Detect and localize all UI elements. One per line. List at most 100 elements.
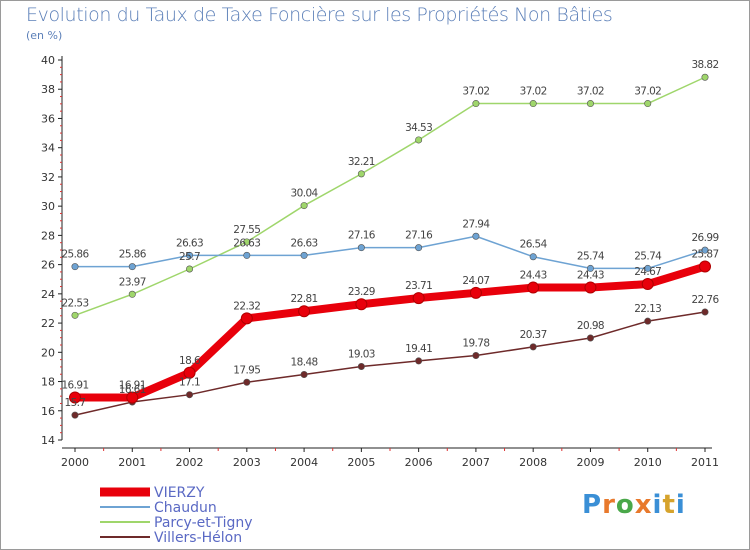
data-label: 25.74 [577,250,605,262]
logo-letter: x [634,490,653,520]
data-point [357,362,365,370]
data-label: 20.37 [520,329,547,341]
data-point [415,244,423,252]
data-label: 23.71 [405,280,432,292]
data-point [300,202,308,210]
y-tick-label: 14 [41,434,55,447]
data-point [71,263,79,271]
logo-letter: o [615,490,635,520]
y-tick-label: 26 [41,259,55,272]
y-tick-label: 18 [41,376,55,389]
y-tick-label: 22 [41,317,55,330]
y-tick-label: 34 [41,142,55,155]
data-point [355,298,368,311]
data-label: 20.98 [577,320,604,332]
data-label: 38.82 [691,59,718,71]
logo-letter: P [582,490,603,520]
series-line-chaudun [74,235,706,270]
logo-letter: r [602,490,616,520]
y-tick-label: 30 [41,200,55,213]
data-point [243,238,251,246]
chart-title: Evolution du Taux de Taxe Foncière sur l… [26,4,613,26]
x-tick-label: 2001 [118,456,146,469]
data-point [183,366,196,379]
data-point [243,378,251,386]
data-label: 25.86 [119,249,147,261]
proxiti-logo: Proxiti [582,490,686,520]
data-point [412,292,425,305]
x-tick-label: 2007 [462,456,490,469]
data-label: 26.99 [691,232,718,244]
x-tick-label: 2000 [61,456,89,469]
data-label: 19.41 [405,343,432,355]
data-label: 17.1 [179,377,200,389]
logo-letter: i [652,490,663,520]
x-tick-label: 2010 [634,456,662,469]
data-point [186,265,194,273]
x-tick-label: 2009 [576,456,604,469]
data-point [186,391,194,399]
data-point [586,264,594,272]
x-tick-label: 2006 [405,456,433,469]
data-point [243,251,251,259]
data-point [71,411,79,419]
data-point [298,305,311,318]
data-point [586,334,594,342]
data-point [71,311,79,319]
data-point [469,286,482,299]
data-label: 34.53 [405,122,432,134]
series-line-villers-h-lon [74,311,706,416]
data-label: 32.21 [348,156,375,168]
data-point [529,100,537,108]
legend-label: Chaudun [154,500,217,516]
data-label: 27.94 [462,218,490,230]
legend-label: VIERZY [154,485,205,501]
data-point [529,253,537,261]
data-label: 27.16 [405,230,433,242]
data-point [701,73,709,81]
legend-label: Parcy-et-Tigny [154,515,253,531]
x-tick-label: 2008 [519,456,547,469]
data-label: 30.04 [291,188,319,200]
data-point [699,260,711,273]
data-point [300,251,308,259]
y-tick-label: 28 [41,229,55,242]
data-label: 22.53 [61,297,88,309]
data-point [644,317,652,325]
data-label: 25.87 [691,249,718,261]
data-label: 22.81 [291,293,318,305]
data-point [240,312,253,325]
data-point [529,343,537,351]
y-tick-label: 16 [41,405,55,418]
data-label: 26.63 [176,237,203,249]
logo-letter: t [662,490,676,520]
data-label: 15.7 [65,397,86,409]
legend-label: Villers-Hélon [154,530,242,546]
data-point [701,246,709,254]
y-tick-label: 32 [41,171,55,184]
data-label: 18.48 [291,357,318,369]
data-label: 24.43 [577,270,604,282]
data-point [584,281,597,294]
data-point [357,244,365,252]
data-label: 23.97 [119,276,146,288]
data-label: 25.74 [634,250,662,262]
series-line-vierzy [71,262,709,402]
x-tick-label: 2005 [347,456,375,469]
y-tick-label: 38 [41,83,55,96]
data-label: 23.29 [348,286,375,298]
data-point [472,232,480,240]
data-label: 16.91 [61,379,88,391]
series-line-parcy-et-tigny [74,76,706,317]
data-point [357,170,365,178]
data-point [415,357,423,365]
data-point [641,278,654,291]
data-point [186,251,194,259]
data-point [586,100,594,108]
data-point [644,264,652,272]
data-label: 37.02 [634,86,661,98]
data-label: 24.07 [462,275,489,287]
data-label: 26.63 [291,237,318,249]
